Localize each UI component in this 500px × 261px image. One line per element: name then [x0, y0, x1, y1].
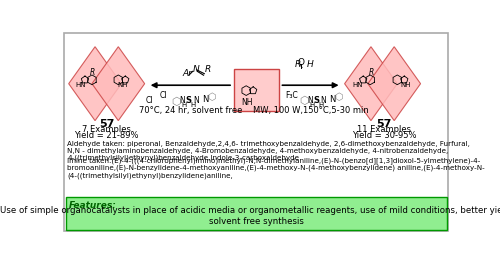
Text: R: R	[295, 60, 301, 69]
Text: S: S	[314, 96, 320, 105]
Text: Yield = 30-95%: Yield = 30-95%	[352, 131, 416, 140]
Polygon shape	[92, 47, 144, 121]
Text: R: R	[90, 68, 94, 77]
Text: HN: HN	[76, 82, 86, 88]
Text: H: H	[191, 102, 196, 108]
Text: ⬡: ⬡	[300, 96, 309, 106]
Text: R: R	[204, 65, 210, 74]
Text: Use of simple organocatalysts in place of acidic media or organometallic reagent: Use of simple organocatalysts in place o…	[0, 206, 500, 226]
Text: 7 Examples: 7 Examples	[82, 125, 131, 134]
Text: S: S	[186, 96, 192, 105]
Text: ⬡: ⬡	[334, 93, 342, 103]
FancyBboxPatch shape	[234, 69, 278, 111]
Text: Ar: Ar	[182, 69, 192, 78]
Polygon shape	[368, 47, 420, 121]
Text: Cl: Cl	[146, 96, 153, 105]
Text: 57: 57	[99, 119, 114, 129]
Text: 70°C, 24 hr, solvent free: 70°C, 24 hr, solvent free	[138, 106, 242, 115]
Polygon shape	[344, 47, 398, 121]
Text: NH: NH	[241, 98, 252, 108]
Text: N: N	[202, 94, 208, 104]
Text: N: N	[320, 96, 326, 105]
Text: H: H	[318, 102, 324, 108]
Text: Yield = 21-89%: Yield = 21-89%	[74, 131, 139, 140]
Bar	[66, 197, 447, 230]
Text: N: N	[179, 96, 184, 105]
Text: N: N	[308, 96, 314, 105]
Text: H: H	[310, 102, 314, 108]
Text: R: R	[368, 68, 374, 77]
Polygon shape	[68, 47, 122, 121]
Text: O: O	[298, 58, 304, 67]
Text: ⬡: ⬡	[172, 97, 181, 107]
Text: NH: NH	[400, 82, 411, 88]
Text: N: N	[329, 94, 336, 104]
Text: Cl: Cl	[160, 91, 167, 100]
Text: H: H	[306, 60, 314, 69]
Text: F₃C: F₃C	[285, 91, 298, 100]
Text: HN: HN	[352, 82, 363, 88]
Text: N: N	[192, 65, 200, 74]
Text: Imine taken:(E)-4-(((4-chlorophenyl)imino)methyl)-N,N-dimethylaniline,(E)-N-(ben: Imine taken:(E)-4-(((4-chlorophenyl)imin…	[67, 157, 485, 179]
Text: ⬡: ⬡	[207, 93, 216, 103]
Text: MW, 100 W,150°C,5-30 min: MW, 100 W,150°C,5-30 min	[252, 106, 368, 115]
Text: Aldehyde taken: piperonal, Benzaldehyde,2,4,6- trimethoxybenzaldehyde, 2,6-dimet: Aldehyde taken: piperonal, Benzaldehyde,…	[67, 141, 470, 161]
Text: 57: 57	[376, 119, 392, 129]
Text: 11 Examples: 11 Examples	[357, 125, 411, 134]
Text: N: N	[193, 96, 198, 105]
Text: NH: NH	[118, 82, 128, 88]
Text: H: H	[182, 102, 187, 108]
Text: Features:: Features:	[68, 201, 116, 210]
